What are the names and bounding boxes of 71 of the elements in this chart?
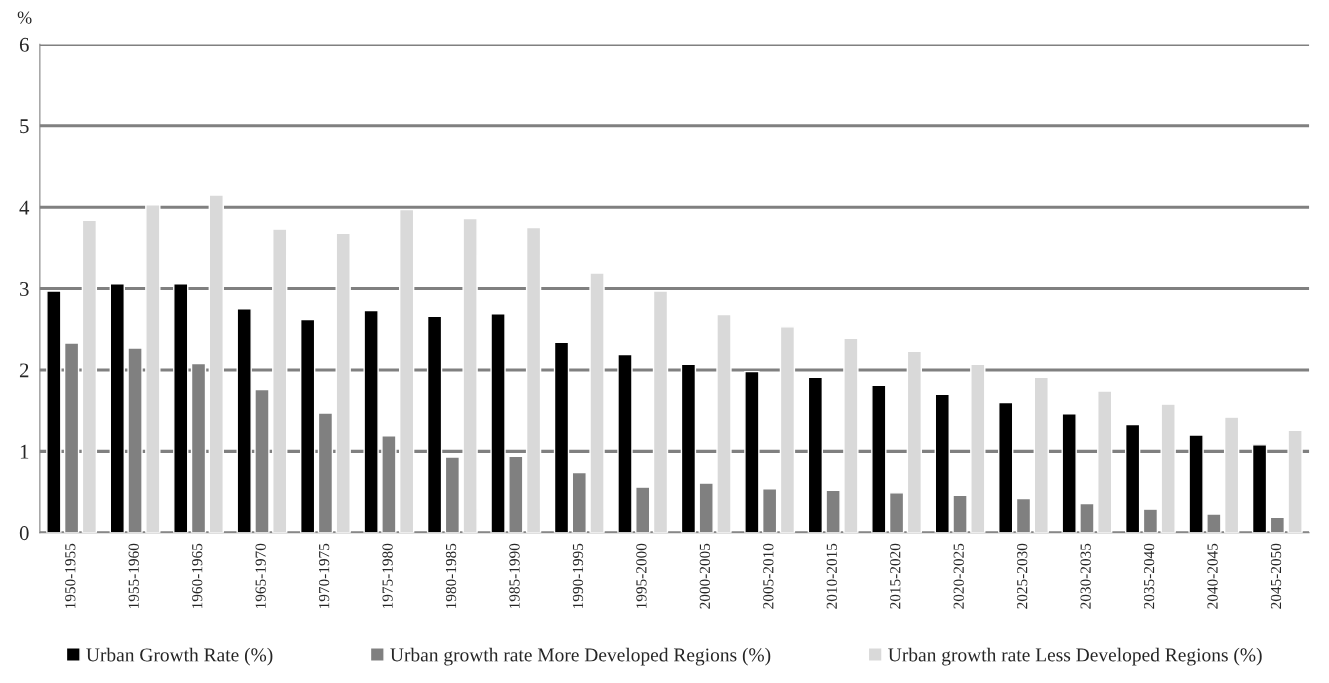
bar [46, 290, 62, 533]
bar [1287, 429, 1303, 533]
bar [490, 313, 506, 533]
bar [299, 318, 316, 533]
x-tick-label: 2015-2020 [890, 543, 901, 609]
bar [744, 370, 760, 533]
bar [906, 350, 923, 533]
bar [1223, 416, 1240, 533]
y-tick-label: 1 [20, 444, 29, 459]
bar [1251, 444, 1268, 533]
y-tick-label: 5 [20, 119, 29, 134]
bar [109, 282, 125, 533]
bar [934, 393, 950, 533]
bar [1033, 376, 1049, 533]
x-tick-label: 1965-1970 [255, 543, 266, 609]
y-tick-label: 3 [20, 282, 29, 296]
bar [236, 308, 252, 533]
x-tick-label: 2025-2030 [1017, 543, 1028, 609]
bar [617, 353, 633, 533]
y-tick-label: 6 [19, 37, 29, 52]
bar [1188, 434, 1204, 533]
x-tick-label: 1955-1960 [128, 543, 139, 609]
x-tick-label: 2040-2045 [1207, 543, 1218, 609]
bar [1124, 423, 1141, 533]
bar [553, 341, 570, 533]
x-tick-label: 2045-2050 [1270, 543, 1282, 609]
x-tick-label: 1960-1965 [192, 543, 203, 609]
x-tick-label: 1985-1990 [509, 543, 520, 609]
bar [335, 232, 351, 533]
x-tick-label: 2010-2015 [826, 543, 837, 609]
x-tick-label: 1995-2000 [636, 543, 647, 609]
bar [680, 363, 697, 533]
bar [807, 376, 824, 533]
bar [1061, 413, 1077, 533]
bar [970, 363, 986, 533]
x-tick-label: 2000-2005 [699, 543, 711, 609]
bar [398, 208, 415, 533]
bar [426, 315, 443, 533]
bar [1160, 403, 1176, 533]
bar [589, 272, 605, 533]
x-tick-label: 2020-2025 [953, 543, 964, 609]
legend-label: Urban Growth Rate (%) [86, 647, 273, 666]
bar [145, 204, 161, 533]
bar [363, 309, 379, 533]
bar [173, 282, 189, 533]
bar [208, 194, 224, 533]
x-tick-label: 1950-1955 [65, 543, 76, 609]
bar [462, 217, 478, 533]
bar [81, 219, 98, 533]
bar [779, 326, 796, 533]
legend-label: Urban growth rate More Developed Regions (%) [390, 647, 771, 666]
x-tick-label: 1975-1980 [382, 543, 393, 609]
x-tick-label: 2035-2040 [1143, 543, 1155, 609]
x-tick-label: 2005-2010 [763, 543, 774, 609]
y-axis-title: % [17, 11, 32, 24]
bar [1097, 390, 1113, 533]
bar [843, 337, 859, 533]
bar [716, 313, 732, 533]
x-tick-label: 1980-1985 [445, 543, 457, 609]
bar [525, 226, 542, 533]
x-tick-label: 1990-1995 [572, 543, 584, 609]
y-tick-label: 0 [19, 526, 29, 541]
y-tick-label: 4 [19, 200, 30, 215]
legend-label: Urban growth rate Less Developed Regions (%) [888, 647, 1262, 666]
bar [871, 384, 887, 533]
x-tick-label: 2030-2035 [1080, 543, 1091, 609]
bar [272, 228, 288, 533]
y-tick-label: 2 [19, 363, 29, 378]
bar [998, 401, 1014, 533]
bar [652, 290, 669, 533]
x-tick-label: 1970-1975 [318, 543, 330, 609]
